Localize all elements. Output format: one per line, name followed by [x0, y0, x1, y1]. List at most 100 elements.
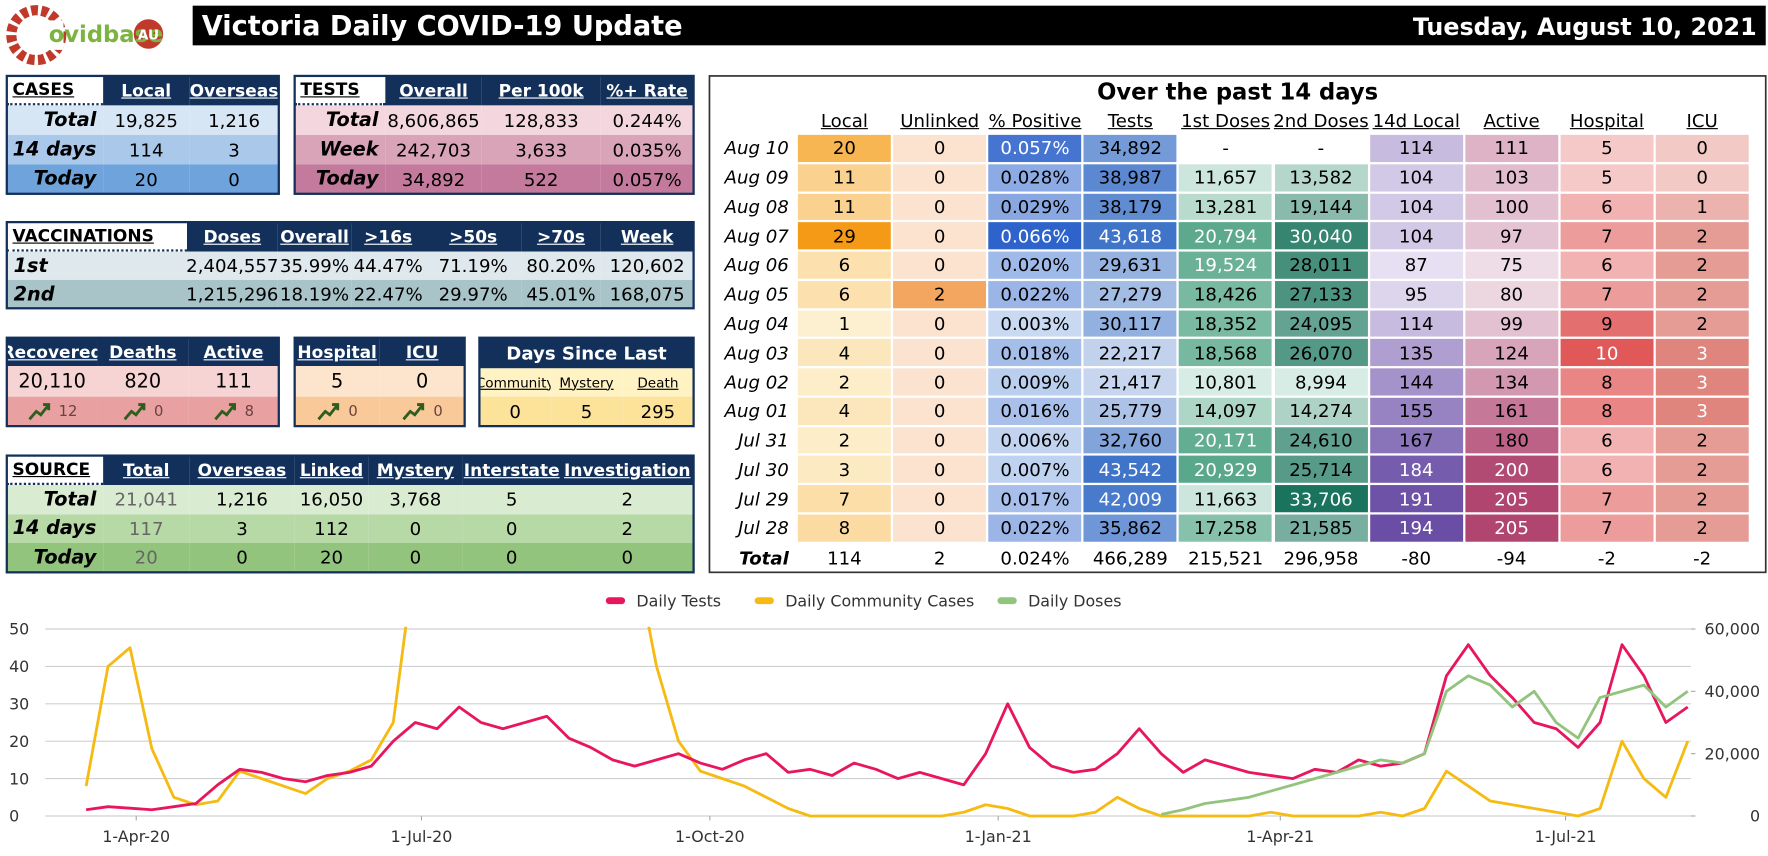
plot-area	[84, 626, 1690, 818]
table-cell: 71.19%	[424, 251, 522, 280]
row-label: Total	[294, 105, 386, 135]
stat-value: 20,110	[6, 366, 98, 397]
table-cell: 16,050	[294, 485, 369, 514]
heat-cell: 2	[1655, 456, 1749, 484]
heat-cell: 0.017%	[988, 485, 1082, 513]
heat-cell: 75	[1465, 251, 1559, 279]
heat-cell: 205	[1465, 514, 1559, 542]
row-label: Today	[294, 164, 386, 194]
heat-cell: -	[1179, 134, 1273, 162]
trend-icon	[28, 403, 50, 421]
trend-icon	[214, 403, 236, 421]
heat-cell: 180	[1465, 426, 1559, 454]
table-cell: 1,215,296	[186, 279, 278, 309]
heat-cell: 30,117	[1083, 310, 1177, 338]
column-header: Recovered	[6, 337, 98, 367]
table-cell: 22.47%	[351, 279, 425, 309]
trend-icon	[317, 403, 340, 421]
column-header: 14d Local	[1372, 109, 1460, 132]
row-date: Jul 28	[738, 517, 789, 539]
trend-arrow	[214, 403, 236, 421]
heat-cell: 5	[1560, 134, 1654, 162]
heat-cell: 5	[1560, 164, 1654, 192]
row-date: Jul 31	[738, 429, 789, 452]
heat-cell: 0	[1655, 134, 1749, 162]
y-tick-label: 0	[9, 807, 19, 826]
heat-cell: 0	[893, 222, 987, 250]
heat-cell: 0.066%	[988, 222, 1082, 250]
heat-cell: 103	[1465, 164, 1559, 192]
table-cell: 19,825	[103, 105, 190, 135]
trend-arrow	[317, 403, 340, 421]
heat-cell: 2	[1655, 426, 1749, 454]
x-tick-label: 1-Apr-21	[1246, 827, 1314, 846]
x-tick-label: 1-Jan-21	[965, 827, 1032, 846]
heat-cell: 184	[1369, 456, 1463, 484]
change-value: 0	[153, 402, 164, 420]
column-header: 1st Doses	[1181, 109, 1271, 132]
heat-cell: 104	[1369, 222, 1463, 250]
heat-cell: 6	[1560, 193, 1654, 221]
heat-cell: 32,760	[1083, 426, 1177, 454]
heat-cell: 0.057%	[988, 134, 1082, 162]
column-header: Per 100k	[481, 75, 601, 106]
total-label: Total	[739, 546, 789, 569]
heat-cell: 134	[1465, 368, 1559, 396]
page-date: Tuesday, August 10, 2021	[1413, 13, 1757, 41]
heat-cell: 1	[797, 310, 891, 338]
row-date: Aug 04	[724, 312, 789, 335]
row-date: Aug 07	[724, 225, 789, 247]
heat-cell: 0.022%	[988, 514, 1082, 542]
row-label: Today	[6, 542, 104, 572]
heat-cell: 9	[1560, 310, 1654, 338]
logo-gap	[45, 20, 64, 50]
heat-cell: 0.006%	[988, 426, 1082, 454]
table-cell: 18.19%	[277, 279, 352, 309]
column-header: >50s	[424, 222, 522, 252]
total-cell: 215,521	[1188, 546, 1264, 569]
stat-value: 295	[622, 396, 694, 427]
row-label: Week	[294, 134, 386, 165]
total-cell: 114	[827, 546, 862, 569]
heat-cell: 124	[1465, 339, 1559, 367]
heat-cell: 0	[893, 134, 987, 162]
table-cell: 21,041	[103, 485, 190, 514]
trend-arrow	[402, 403, 425, 421]
heat-cell: 10,801	[1179, 368, 1273, 396]
column-header: %+ Rate	[600, 75, 694, 106]
table-cell: 20	[103, 164, 190, 194]
heat-cell: 2	[1655, 280, 1749, 308]
y2-tick-label: 20,000	[1705, 744, 1761, 763]
x-tick-label: 1-Jul-21	[1535, 827, 1597, 846]
heat-cell: 7	[1560, 222, 1654, 250]
heat-cell: 0	[893, 456, 987, 484]
heat-cell: 20	[797, 134, 891, 162]
stat-value: 0	[479, 396, 551, 427]
row-date: Aug 01	[724, 400, 789, 422]
heat-cell: 0	[893, 251, 987, 279]
heat-cell: -	[1274, 134, 1368, 162]
heat-cell: 0	[893, 368, 987, 396]
table-cell: 1,216	[189, 485, 295, 514]
heat-cell: 3	[1655, 339, 1749, 367]
total-cell: 2	[933, 546, 946, 569]
heat-cell: 27,133	[1274, 280, 1368, 308]
table-cell: 3	[189, 513, 295, 543]
heat-cell: 13,281	[1179, 193, 1273, 221]
heat-cell: 104	[1369, 164, 1463, 192]
heat-cell: 6	[797, 251, 891, 279]
heat-cell: 26,070	[1274, 339, 1368, 367]
heat-cell: 7	[797, 485, 891, 513]
stat-value: 111	[188, 366, 279, 397]
total-cell: -2	[1693, 546, 1712, 569]
row-label: Total	[6, 105, 104, 135]
table-cell: 44.47%	[351, 251, 425, 280]
heat-cell: 2	[1655, 251, 1749, 279]
row-date: Aug 02	[724, 371, 789, 393]
column-header: % Positive	[988, 109, 1082, 132]
table-cell: 29.97%	[424, 279, 522, 309]
trend-arrow	[28, 403, 50, 421]
heat-cell: 104	[1369, 193, 1463, 221]
